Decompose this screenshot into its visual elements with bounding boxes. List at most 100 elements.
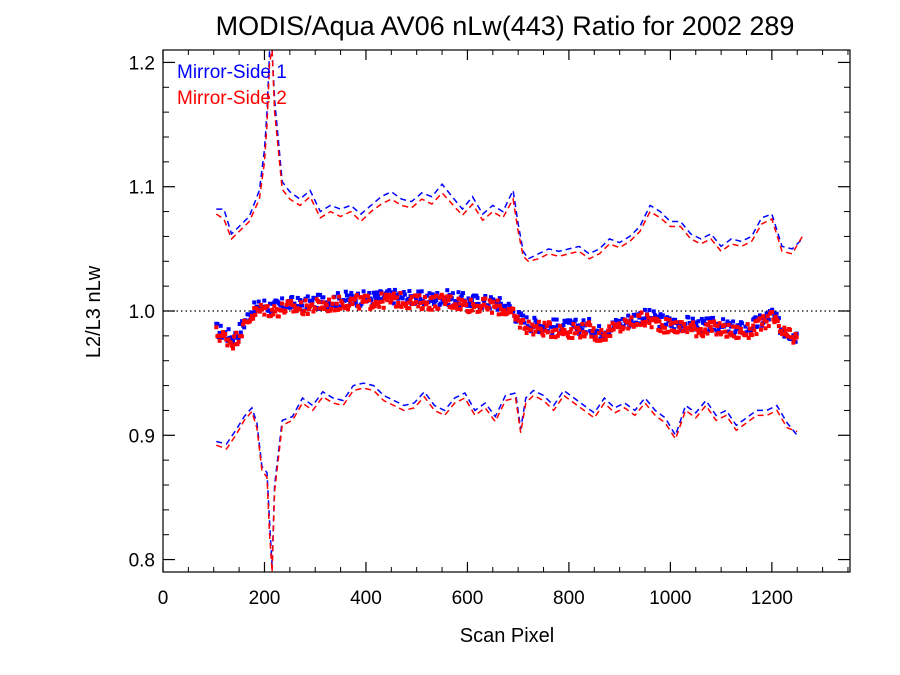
data-point <box>418 301 423 305</box>
data-point <box>261 305 266 310</box>
data-point <box>599 332 604 337</box>
data-point <box>327 297 331 302</box>
data-point <box>543 328 548 333</box>
data-point <box>241 322 246 327</box>
data-point <box>593 334 598 339</box>
data-point <box>609 328 614 333</box>
data-point <box>252 300 257 305</box>
data-point <box>471 302 475 306</box>
data-point <box>785 334 790 339</box>
data-point <box>702 318 707 323</box>
data-point <box>266 308 271 313</box>
data-point <box>645 312 650 317</box>
data-point <box>519 311 523 316</box>
data-point <box>568 318 573 323</box>
data-point <box>570 336 575 340</box>
data-point <box>305 312 310 316</box>
data-point <box>707 320 712 324</box>
data-point <box>725 334 730 339</box>
data-point <box>391 291 396 296</box>
data-point <box>551 317 556 322</box>
data-point <box>581 329 586 334</box>
data-point <box>523 325 528 330</box>
data-point <box>453 299 458 303</box>
data-point <box>455 307 460 312</box>
data-point <box>267 301 272 306</box>
data-point <box>276 314 281 319</box>
data-point <box>515 314 520 319</box>
data-point <box>574 328 579 333</box>
data-point <box>788 327 792 332</box>
data-point <box>708 325 713 330</box>
data-point <box>544 324 549 329</box>
data-point <box>772 320 777 325</box>
data-point <box>291 309 296 314</box>
data-point <box>678 328 683 333</box>
data-point <box>793 332 798 336</box>
data-point <box>680 329 685 334</box>
data-point <box>338 306 343 311</box>
data-point <box>415 294 420 299</box>
data-point <box>361 297 366 302</box>
data-point <box>455 299 460 304</box>
data-point <box>325 309 330 314</box>
data-point <box>555 323 560 328</box>
data-point <box>435 291 440 295</box>
data-point <box>433 304 438 309</box>
data-point <box>294 309 299 313</box>
data-point <box>474 293 479 298</box>
data-point <box>343 289 348 294</box>
data-point <box>438 301 443 306</box>
data-point <box>215 321 220 326</box>
data-point <box>416 304 421 309</box>
data-point <box>226 327 231 332</box>
data-point <box>692 324 696 329</box>
data-point <box>376 302 381 307</box>
data-point <box>281 308 286 313</box>
data-point <box>425 300 430 305</box>
data-point <box>538 324 542 329</box>
data-point <box>621 325 626 330</box>
data-point <box>747 326 752 331</box>
data-point <box>723 329 728 334</box>
data-point <box>474 304 479 308</box>
data-point <box>608 334 613 338</box>
data-point <box>469 308 474 313</box>
data-point <box>421 300 426 305</box>
data-point <box>436 306 441 311</box>
data-point <box>338 304 343 309</box>
data-point <box>639 310 644 315</box>
data-point <box>588 323 593 328</box>
data-point <box>513 317 518 322</box>
data-point <box>340 301 345 306</box>
data-point <box>549 324 554 329</box>
data-point <box>385 298 390 303</box>
legend-entry-mirror-side-1: Mirror-Side 1 <box>177 62 287 83</box>
data-point <box>715 324 720 328</box>
data-point <box>296 304 301 308</box>
data-point <box>352 297 357 302</box>
data-point <box>254 306 259 311</box>
data-point <box>759 327 763 332</box>
data-point <box>597 324 602 329</box>
data-point <box>385 289 390 294</box>
data-point <box>647 308 652 312</box>
data-point <box>304 303 309 308</box>
data-point <box>271 312 276 317</box>
data-point <box>445 294 450 299</box>
data-point <box>581 318 586 323</box>
data-point <box>695 325 700 330</box>
data-point <box>577 327 582 332</box>
data-point <box>625 320 630 325</box>
data-point <box>793 339 798 344</box>
data-point <box>290 303 295 308</box>
data-point <box>453 302 458 307</box>
data-point <box>568 330 573 335</box>
data-point <box>488 300 493 305</box>
data-point <box>679 320 684 325</box>
data-point <box>565 318 570 323</box>
data-point <box>494 303 499 308</box>
data-point <box>418 297 423 302</box>
data-point <box>757 316 762 321</box>
